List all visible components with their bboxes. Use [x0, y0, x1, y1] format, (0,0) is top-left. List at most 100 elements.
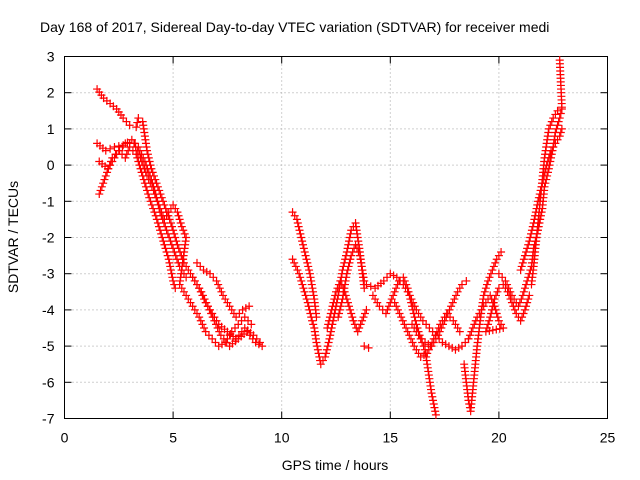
data-point — [309, 287, 318, 296]
data-point — [166, 219, 175, 228]
data-point — [143, 171, 152, 180]
data-point — [408, 305, 417, 314]
data-point — [139, 161, 148, 170]
data-point — [481, 284, 490, 293]
data-point — [381, 309, 390, 318]
data-point — [221, 295, 230, 304]
data-point — [225, 331, 234, 340]
data-point — [442, 313, 451, 322]
data-point — [192, 280, 201, 289]
data-point — [342, 273, 351, 282]
data-point — [354, 247, 363, 256]
x-axis-label: GPS time / hours — [282, 457, 389, 473]
data-point — [362, 305, 371, 314]
data-point — [431, 407, 440, 416]
data-point — [290, 258, 299, 267]
data-point — [146, 197, 155, 206]
data-point — [292, 215, 301, 224]
data-point — [501, 276, 510, 285]
data-point — [324, 338, 333, 347]
data-point — [153, 219, 162, 228]
data-point — [359, 313, 368, 322]
data-point — [453, 287, 462, 296]
y-tick-label: -6 — [42, 374, 55, 390]
data-point — [313, 345, 322, 354]
y-tick-label: -3 — [42, 266, 55, 282]
data-point — [297, 276, 306, 285]
data-point — [296, 229, 305, 238]
data-point — [437, 324, 446, 332]
data-point — [322, 349, 331, 358]
data-point — [306, 273, 315, 282]
data-point — [166, 266, 175, 275]
data-point — [516, 316, 525, 325]
data-point — [146, 179, 155, 188]
data-point — [309, 291, 318, 300]
data-point — [121, 153, 130, 162]
data-point — [475, 309, 484, 318]
data-point — [342, 269, 351, 278]
data-point — [323, 342, 332, 351]
data-point — [495, 324, 504, 333]
data-point — [482, 280, 491, 289]
data-points — [93, 56, 566, 419]
y-tick-label: 2 — [47, 85, 55, 101]
data-point — [345, 233, 354, 242]
data-point — [393, 305, 402, 314]
data-point — [428, 392, 437, 401]
data-point — [200, 295, 209, 304]
data-point — [150, 190, 159, 199]
data-point — [549, 143, 558, 151]
data-point — [373, 298, 382, 307]
data-point — [410, 313, 419, 322]
data-point — [360, 342, 369, 351]
y-tick-label: 0 — [47, 157, 55, 173]
data-point — [488, 302, 497, 311]
data-point — [465, 331, 474, 340]
data-point — [167, 269, 176, 278]
data-point — [504, 284, 513, 293]
data-point — [201, 298, 210, 307]
data-point — [149, 204, 158, 213]
data-point — [101, 146, 110, 155]
data-point — [340, 284, 349, 293]
data-point — [352, 244, 361, 253]
data-point — [556, 128, 565, 137]
data-point — [203, 302, 212, 311]
data-point — [343, 266, 352, 275]
data-point — [467, 327, 476, 336]
data-point — [429, 396, 438, 405]
data-point — [412, 345, 421, 354]
data-point — [305, 269, 314, 278]
data-point — [522, 302, 531, 311]
data-point — [519, 255, 528, 264]
data-point — [152, 215, 161, 224]
data-point — [482, 324, 491, 332]
data-point — [298, 280, 307, 289]
data-point — [434, 331, 443, 340]
data-point — [339, 287, 348, 296]
data-point — [325, 316, 334, 325]
data-point — [206, 305, 215, 314]
data-point — [329, 298, 338, 307]
data-point — [407, 298, 416, 307]
data-point — [326, 309, 335, 318]
data-point — [514, 302, 523, 311]
data-point — [347, 251, 356, 260]
data-point — [411, 316, 420, 325]
data-point — [384, 302, 393, 311]
data-point — [300, 247, 309, 256]
axis-ticks: 0 5 10 15 20 25 -7 -6 -5 -4 -3 -2 -1 0 1 2 3 — [42, 49, 615, 446]
data-point — [190, 276, 199, 285]
data-point — [520, 305, 529, 314]
data-point — [195, 313, 204, 322]
data-point — [522, 247, 531, 256]
data-point — [408, 338, 417, 347]
data-point — [450, 295, 459, 304]
data-point — [494, 251, 503, 260]
data-point — [438, 320, 447, 329]
data-point — [395, 309, 404, 318]
data-point — [147, 200, 156, 209]
data-point — [544, 124, 553, 133]
